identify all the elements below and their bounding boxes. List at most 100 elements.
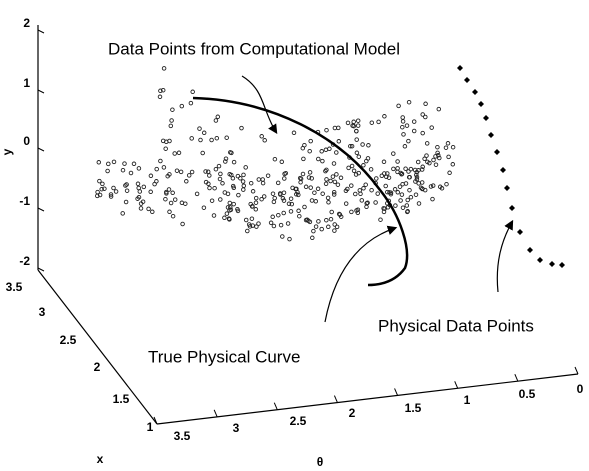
model-point (328, 178, 333, 184)
model-point (212, 185, 217, 191)
model-point (329, 209, 334, 215)
model-points (95, 66, 456, 242)
model-point (450, 144, 456, 150)
model-point (167, 209, 172, 215)
model-point (135, 181, 141, 187)
model-point (238, 176, 243, 181)
model-point (316, 156, 321, 162)
arrow (496, 219, 514, 293)
model-point (296, 192, 301, 198)
model-point (235, 206, 240, 212)
model-point (423, 101, 428, 107)
model-point (420, 186, 425, 192)
tick-mark (273, 402, 278, 410)
model-point (406, 99, 412, 105)
model-point (168, 200, 174, 206)
model-point (276, 212, 281, 218)
model-point (354, 137, 359, 142)
model-point (337, 212, 343, 217)
model-point (408, 166, 414, 172)
theta-tick-label: 2 (349, 406, 356, 420)
model-point (407, 174, 412, 180)
model-point (272, 195, 277, 201)
model-point (166, 187, 172, 192)
model-point (250, 223, 255, 228)
model-point (158, 88, 163, 94)
model-point (331, 192, 337, 197)
model-point (303, 217, 309, 223)
model-point (239, 125, 244, 131)
model-point (324, 167, 329, 173)
model-point (291, 130, 297, 136)
model-point (148, 189, 153, 195)
physical-point (483, 115, 489, 121)
model-point (260, 177, 265, 182)
model-point (436, 106, 442, 112)
model-point (336, 211, 342, 217)
model-point (241, 187, 246, 192)
model-point (240, 179, 246, 184)
model-point (332, 222, 337, 227)
model-point (288, 196, 294, 201)
model-point (422, 156, 427, 162)
model-point (431, 157, 436, 163)
model-point (361, 163, 366, 168)
model-point (351, 119, 356, 125)
model-point (108, 192, 114, 197)
model-point (105, 168, 110, 174)
model-point (281, 190, 287, 195)
model-point (373, 200, 378, 205)
model-point (384, 174, 389, 180)
model-point (286, 201, 292, 207)
model-point (163, 146, 168, 151)
model-point (298, 176, 304, 182)
model-point (197, 126, 202, 131)
axis-title: x (97, 452, 104, 466)
model-point (395, 159, 400, 164)
model-point (222, 190, 228, 195)
model-point (381, 206, 386, 211)
model-point (334, 172, 339, 177)
model-point (354, 128, 359, 134)
model-point (138, 206, 144, 211)
physical-point (457, 65, 463, 71)
model-point (228, 205, 233, 210)
model-point (361, 186, 366, 191)
model-point (170, 107, 175, 112)
tick-mark (514, 373, 519, 382)
model-point (351, 123, 357, 129)
model-point (261, 194, 267, 199)
model-point (188, 100, 194, 106)
model-point (327, 146, 332, 152)
model-point (100, 181, 105, 187)
model-point (287, 236, 292, 242)
axis-title: y (0, 148, 14, 155)
model-point (106, 161, 111, 167)
model-point (393, 203, 398, 208)
model-point (297, 175, 303, 181)
model-point (227, 217, 232, 222)
model-point (241, 172, 246, 178)
model-point (243, 165, 248, 170)
model-point (160, 138, 166, 144)
model-point (328, 216, 334, 222)
model-point (224, 211, 230, 216)
model-point (174, 168, 180, 173)
physical-point (559, 262, 565, 268)
tick-mark (454, 381, 459, 389)
model-point (316, 219, 321, 224)
physical-point (500, 167, 506, 173)
model-point (391, 151, 396, 156)
model-point (399, 192, 405, 197)
model-point (324, 177, 329, 182)
annotation: True Physical Curve (148, 347, 300, 366)
model-point (356, 170, 361, 176)
y-tick-label: -2 (19, 254, 30, 268)
model-point (326, 224, 331, 230)
model-point (141, 184, 147, 190)
model-point (435, 150, 440, 156)
model-point (170, 213, 176, 219)
model-point (315, 186, 321, 192)
model-point (200, 150, 205, 156)
model-point (95, 193, 100, 199)
